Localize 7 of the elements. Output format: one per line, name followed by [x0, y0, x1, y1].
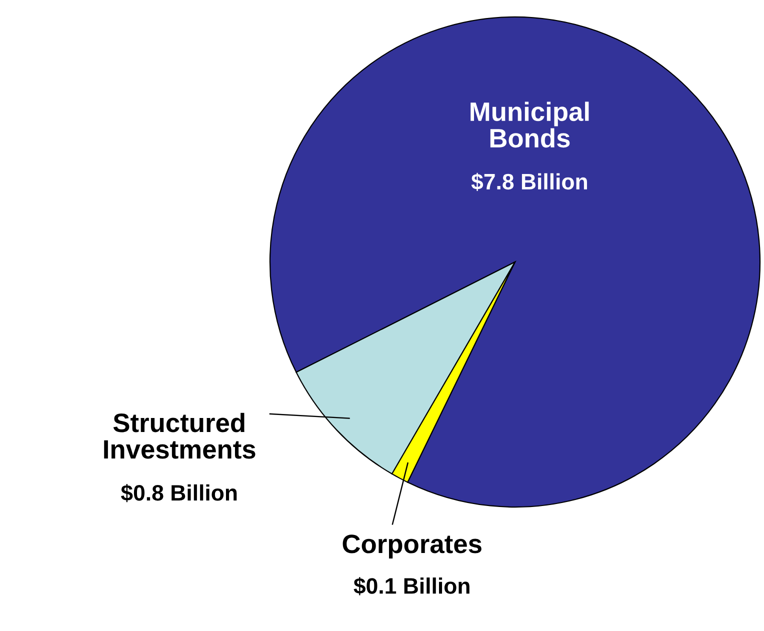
data-label: $0.8 Billion	[120, 484, 237, 502]
slice-label: Structured Investments	[104, 412, 256, 459]
data-label: $0.1 Billion	[354, 577, 470, 596]
slice-label: Corporates	[342, 534, 482, 558]
pie-slice	[269, 16, 761, 508]
data-label: $7.8 Billion	[471, 172, 587, 191]
slice-label: Municipal Bonds	[470, 102, 589, 148]
